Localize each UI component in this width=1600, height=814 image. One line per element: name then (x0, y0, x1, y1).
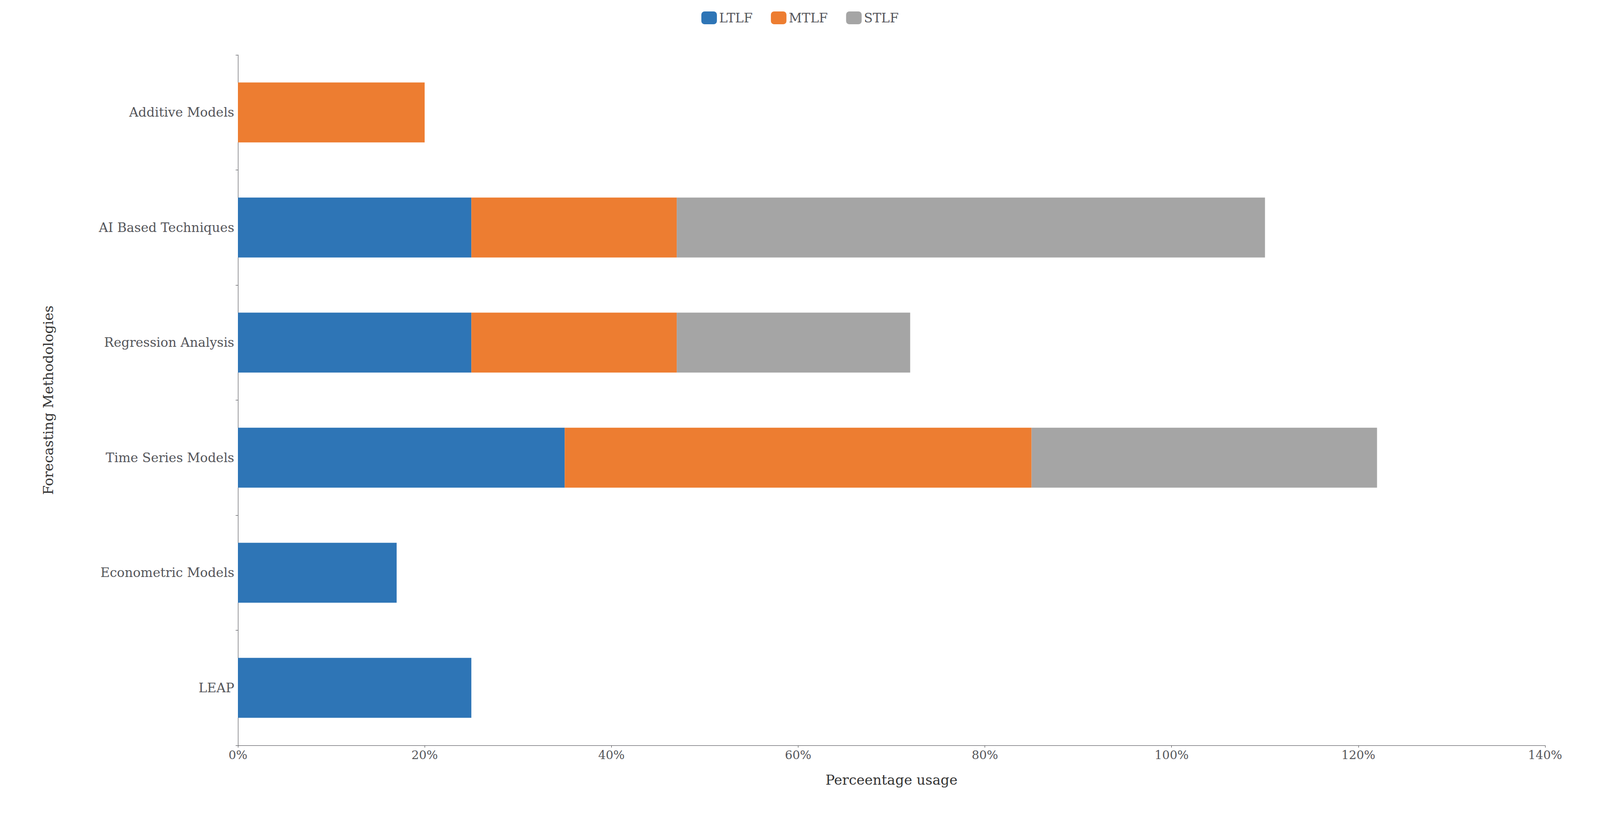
svg-text:120%: 120% (1341, 748, 1376, 762)
svg-text:80%: 80% (971, 748, 999, 762)
svg-text:60%: 60% (785, 748, 812, 762)
svg-text:AI Based Techniques: AI Based Techniques (98, 220, 235, 236)
svg-text:Forecasting Methodologies: Forecasting Methodologies (40, 305, 57, 496)
svg-text:LTLF: LTLF (719, 10, 753, 26)
svg-text:0%: 0% (228, 748, 248, 762)
svg-text:MTLF: MTLF (788, 10, 828, 26)
svg-text:Additive Models: Additive Models (128, 104, 235, 120)
svg-text:STLF: STLF (863, 10, 899, 26)
svg-text:100%: 100% (1154, 748, 1189, 762)
svg-text:Perceentage usage: Perceentage usage (825, 771, 958, 788)
svg-text:40%: 40% (597, 748, 625, 762)
svg-text:Time Series Models: Time Series Models (105, 450, 235, 466)
svg-text:20%: 20% (411, 748, 438, 762)
svg-text:Regression Analysis: Regression Analysis (104, 334, 235, 351)
svg-text:Econometric Models: Econometric Models (100, 565, 235, 581)
svg-text:LEAP: LEAP (198, 680, 235, 696)
svg-text:140%: 140% (1528, 748, 1563, 762)
